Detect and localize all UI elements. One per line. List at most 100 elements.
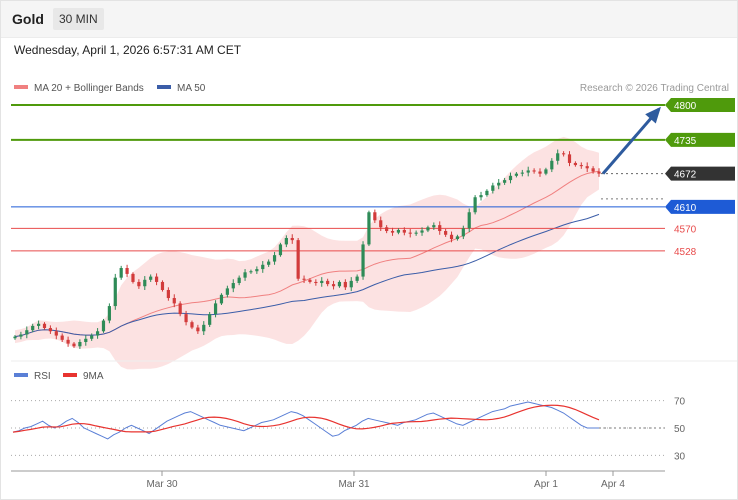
ma50-legend-label: MA 50: [177, 83, 206, 94]
candle-body: [550, 160, 554, 170]
level-label-5: 4528: [674, 247, 697, 258]
candle-body: [249, 271, 253, 273]
candle-body: [243, 272, 247, 278]
candle-body: [538, 171, 542, 174]
bollinger-band: [15, 136, 599, 370]
candle-body: [19, 334, 23, 337]
candle-body: [60, 335, 64, 340]
rsi-tick-30: 30: [674, 451, 686, 462]
candle-body: [326, 280, 330, 285]
candle-body: [202, 324, 206, 332]
ma20-legend-swatch: [14, 85, 28, 89]
rsi-tick-70: 70: [674, 397, 686, 408]
candle-body: [320, 280, 324, 284]
candle-body: [444, 231, 448, 235]
level-tag-0: [665, 98, 735, 113]
candle-body: [284, 237, 288, 245]
candle-body: [579, 165, 583, 167]
rsi-legend-label: RSI: [34, 371, 51, 382]
candle-body: [172, 298, 176, 304]
candle-body: [78, 341, 82, 347]
candle-body: [408, 232, 412, 234]
candle-body: [66, 339, 70, 344]
candle-body: [166, 289, 170, 299]
x-label-1: Mar 31: [338, 479, 370, 490]
candle-body: [573, 162, 578, 166]
candle-body: [438, 225, 442, 232]
candle-body: [90, 335, 94, 339]
candle-body: [36, 323, 41, 326]
candle-body: [107, 306, 111, 321]
candle-body: [119, 268, 123, 278]
rsi-ma-legend-label: 9MA: [83, 371, 104, 382]
rsi-legend-swatch: [14, 373, 28, 377]
candle-body: [302, 278, 306, 280]
level-tag-3: [665, 199, 735, 214]
candle-body: [461, 228, 465, 237]
candle-body: [48, 328, 52, 332]
candle-body: [385, 227, 389, 232]
candle-body: [196, 327, 200, 332]
candle-body: [42, 323, 47, 329]
level-label-3: 4610: [674, 203, 697, 214]
candle-body: [379, 220, 383, 228]
candle-body: [514, 173, 519, 176]
candle-body: [213, 303, 218, 315]
candle-body: [31, 325, 35, 331]
ma20-legend-label: MA 20 + Bollinger Bands: [34, 83, 144, 94]
level-label-4: 4570: [674, 224, 697, 235]
candle-body: [331, 284, 336, 287]
header-bar: Gold 30 MIN: [1, 1, 737, 38]
projection-arrow-line: [601, 108, 661, 175]
candle-body: [219, 294, 224, 304]
level-tag-1: [665, 132, 735, 147]
x-label-0: Mar 30: [146, 479, 178, 490]
candle-body: [290, 237, 294, 241]
candle-body: [184, 314, 188, 323]
candle-body: [585, 166, 589, 169]
candle-body: [414, 232, 418, 234]
credit-text: Research © 2026 Trading Central: [580, 83, 729, 94]
candle-body: [160, 281, 165, 290]
candle-body: [261, 264, 265, 270]
candle-body: [591, 168, 595, 172]
level-label-2: 4672: [674, 170, 697, 181]
timeframe-button[interactable]: 30 MIN: [53, 8, 104, 30]
candle-body: [420, 230, 424, 233]
candle-body: [95, 331, 100, 336]
candle-body: [154, 276, 159, 282]
candle-body: [361, 244, 365, 277]
candle-body: [272, 255, 277, 262]
candle-body: [131, 273, 135, 282]
level-label-1: 4735: [674, 136, 697, 147]
candle-body: [597, 171, 601, 174]
candle-body: [503, 180, 507, 183]
candle-body: [231, 283, 235, 289]
candle-body: [367, 212, 371, 245]
candle-body: [373, 212, 377, 221]
candle-body: [485, 190, 489, 196]
ma50-legend-swatch: [157, 85, 171, 89]
candle-body: [426, 227, 430, 231]
candle-body: [178, 303, 182, 315]
candle-body: [402, 229, 406, 233]
x-label-2: Apr 1: [534, 479, 558, 490]
candle-body: [508, 175, 513, 181]
candle-body: [390, 231, 395, 233]
candle-body: [562, 153, 566, 155]
candle-body: [190, 322, 194, 328]
candle-body: [556, 153, 560, 161]
candle-body: [84, 338, 88, 342]
candle-body: [255, 269, 259, 272]
candle-body: [237, 277, 241, 284]
candle-body: [208, 314, 212, 325]
candle-body: [455, 236, 460, 240]
candle-body: [113, 277, 117, 307]
rsi-line: [12, 401, 599, 440]
candle-body: [497, 182, 501, 186]
candle-body: [267, 261, 271, 265]
candle-body: [567, 154, 572, 163]
candle-body: [149, 276, 153, 280]
candle-body: [467, 212, 471, 229]
